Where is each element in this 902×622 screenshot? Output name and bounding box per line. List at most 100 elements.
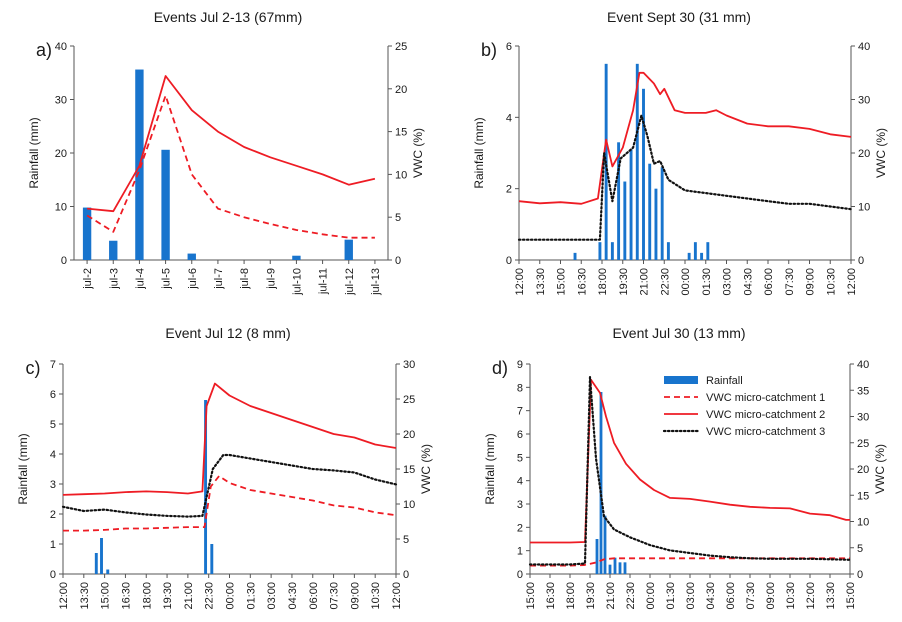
x-tick-label: 21:00 (605, 582, 617, 610)
y-tick-label: 1 (517, 546, 523, 558)
rainfall-bar (187, 253, 196, 260)
x-tick-label: 12:00 (805, 582, 817, 610)
x-tick-label: 13:30 (825, 582, 837, 610)
vwc-line-red-dash (63, 475, 397, 532)
x-tick-label: 00:00 (645, 582, 657, 610)
x-tick-label: jul-13 (370, 268, 382, 296)
rainfall-bar (161, 149, 170, 260)
x-tick-label: 22:30 (659, 268, 671, 296)
y-tick-label: 6 (506, 41, 512, 53)
legend-label: VWC micro-catchment 1 (706, 392, 825, 404)
y2-axis-title: VWC (%) (419, 444, 433, 494)
y2-tick-label: 0 (857, 569, 863, 581)
y-tick-label: 0 (506, 255, 512, 267)
vwc-line-red-solid (530, 378, 850, 544)
x-tick-label: 12:00 (514, 268, 526, 296)
rainfall-bar (654, 188, 658, 260)
x-tick-label: 10:30 (370, 582, 382, 610)
y2-tick-label: 40 (857, 359, 869, 371)
x-tick-label: 19:30 (618, 268, 630, 296)
y2-tick-label: 25 (403, 394, 415, 406)
x-tick-label: 03:00 (722, 268, 734, 296)
x-tick-label: 15:00 (100, 582, 112, 610)
y2-tick-label: 5 (403, 534, 409, 546)
x-tick-label: jul-8 (239, 268, 251, 290)
y-tick-label: 10 (55, 202, 67, 214)
x-tick-label: jul-4 (134, 268, 146, 290)
y2-tick-label: 40 (858, 41, 870, 53)
panel-title: Event Jul 30 (13 mm) (612, 325, 745, 341)
x-tick-label: 07:30 (784, 268, 796, 296)
rainfall-bar (642, 88, 645, 260)
y2-tick-label: 25 (857, 438, 869, 450)
legend-swatch-rainfall (664, 376, 698, 384)
x-tick-label: 16:30 (545, 582, 557, 610)
x-tick-label: jul-3 (108, 268, 120, 290)
y2-tick-label: 30 (857, 412, 869, 424)
y-tick-label: 4 (50, 449, 56, 461)
x-tick-label: 19:30 (585, 582, 597, 610)
y2-tick-label: 10 (395, 169, 407, 181)
y-tick-label: 1 (50, 539, 56, 551)
x-tick-label: 16:30 (120, 582, 132, 610)
rainfall-bar (700, 252, 704, 260)
y2-tick-label: 5 (395, 212, 401, 224)
y2-axis-title: VWC (%) (874, 128, 888, 178)
x-tick-label: 19:30 (162, 582, 174, 610)
panel-3: Event Jul 12 (8 mm) c) 0 1 2 3 4 5 6 7 0 5 10 15 20 25 3… (16, 325, 433, 610)
y-axis-title: Rainfall (mm) (27, 117, 41, 188)
y2-tick-label: 5 (857, 543, 863, 555)
y-tick-label: 2 (517, 522, 523, 534)
x-tick-label: 18:00 (597, 268, 609, 296)
rainfall-bar (635, 63, 639, 261)
rainfall-bar (623, 181, 627, 260)
panel-1: Events Jul 2-13 (67mm) a) 0 10 20 30 40 0 5 10 15 2… (27, 9, 425, 296)
rainfall-bar (82, 207, 92, 260)
rainfall-bar (660, 167, 664, 260)
y-tick-label: 2 (50, 509, 56, 521)
y-axis-title: Rainfall (mm) (16, 433, 30, 504)
x-tick-label: 15:00 (556, 268, 568, 296)
panel-label: d) (492, 358, 508, 378)
rainfall-bar (618, 562, 622, 574)
y-tick-label: 3 (50, 479, 56, 491)
rainfall-bar (608, 564, 612, 574)
vwc-line-red-solid (518, 71, 852, 205)
rainfall-bar (344, 239, 353, 260)
rainfall-bar (106, 569, 110, 574)
x-tick-label: 16:30 (576, 268, 588, 296)
y2-tick-label: 15 (857, 490, 869, 502)
rainfall-bar (623, 562, 627, 574)
vwc-line-red-dash (86, 94, 375, 239)
x-tick-label: 22:30 (625, 582, 637, 610)
panel-title: Event Sept 30 (31 mm) (607, 9, 751, 25)
x-tick-label: 06:00 (725, 582, 737, 610)
rainfall-bar (100, 538, 103, 574)
y-tick-label: 40 (55, 41, 67, 53)
y-tick-label: 9 (517, 359, 523, 371)
x-tick-label: jul-5 (161, 268, 173, 290)
y-tick-label: 3 (517, 499, 523, 511)
y-tick-label: 6 (517, 429, 523, 441)
panel-label: c) (26, 358, 41, 378)
rainfall-bar (617, 142, 621, 260)
x-tick-label: 09:00 (805, 268, 817, 296)
x-tick-label: 13:30 (79, 582, 91, 610)
rainfall-bar (693, 242, 697, 260)
y-tick-label: 0 (61, 255, 67, 267)
rainfall-bar (109, 240, 118, 260)
x-tick-label: 03:00 (266, 582, 278, 610)
y2-tick-label: 30 (858, 95, 870, 107)
vwc-line-black-dot (517, 114, 853, 241)
rainfall-bar (292, 255, 301, 260)
panel-title: Events Jul 2-13 (67mm) (154, 9, 303, 25)
x-tick-label: 00:00 (680, 268, 692, 296)
x-tick-label: 07:30 (745, 582, 757, 610)
rainfall-bar (210, 544, 214, 574)
x-tick-label: 22:30 (204, 582, 216, 610)
y2-tick-label: 20 (403, 429, 415, 441)
y2-tick-label: 25 (395, 41, 407, 53)
rainfall-bar (595, 539, 599, 574)
x-tick-label: 06:00 (308, 582, 320, 610)
rainfall-bar (666, 242, 670, 260)
